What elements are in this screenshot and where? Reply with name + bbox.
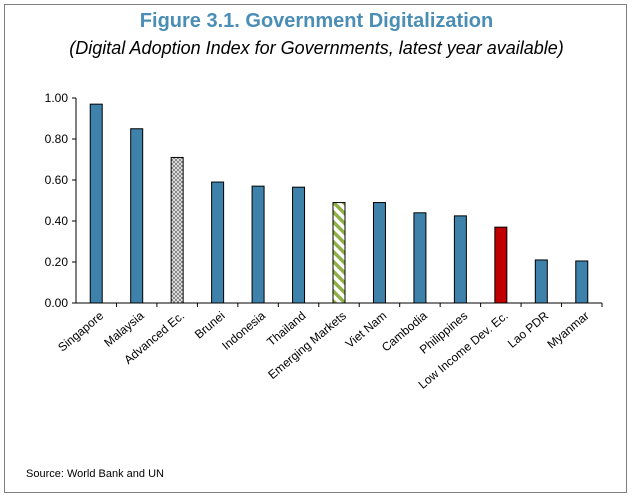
bar-low-income-dev-ec [494, 226, 508, 304]
bar-emerging-markets [332, 202, 346, 304]
bars-group [89, 103, 589, 304]
x-tick-label: Brunei [192, 309, 228, 342]
bar-viet-nam [372, 202, 386, 304]
axes-group: 0.00 0.20 0.40 0.60 0.80 1.00 [45, 91, 603, 310]
x-tick-label: Singapore [55, 308, 106, 354]
bar-malaysia [130, 128, 144, 304]
bar-myanmar [575, 260, 589, 304]
bar-brunei [211, 181, 225, 304]
bar-advanced-ec [170, 156, 184, 304]
x-tick-label: Lao PDR [505, 308, 552, 350]
bar-indonesia [251, 185, 265, 304]
source-note: Source: World Bank and UN [26, 468, 164, 480]
bar-thailand [292, 186, 306, 304]
figure-title: Figure 3.1. Government Digitalization [139, 10, 494, 32]
figure-subtitle: (Digital Adoption Index for Governments,… [69, 38, 564, 58]
y-tick-label: 0.60 [45, 173, 69, 187]
bar-philippines [453, 215, 467, 304]
y-tick-label: 0.40 [45, 214, 69, 228]
bar-cambodia [413, 212, 427, 304]
y-tick-label: 0.00 [45, 296, 69, 310]
bar-singapore [89, 103, 103, 304]
x-tick-label: Indonesia [219, 308, 268, 352]
y-tick-label: 1.00 [45, 91, 69, 105]
y-tick-label: 0.80 [45, 132, 69, 146]
x-tick-label: Myanmar [544, 309, 591, 352]
figure-frame [4, 4, 627, 493]
bar-lao-pdr [534, 259, 548, 304]
y-tick-label: 0.20 [45, 255, 69, 269]
